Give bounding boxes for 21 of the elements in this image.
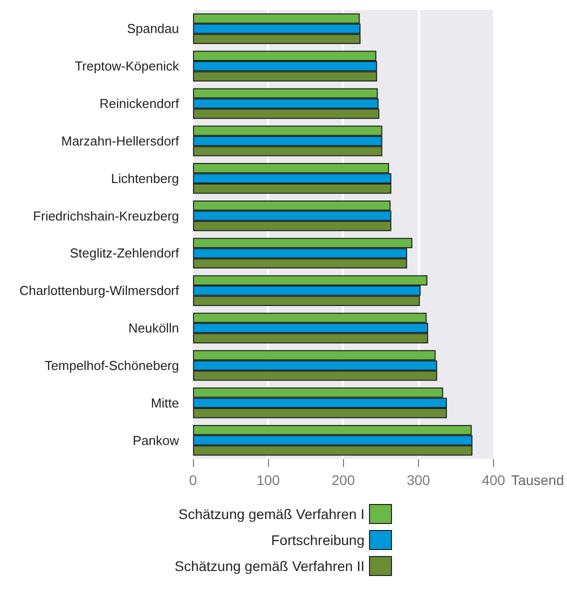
y-tick-label: Marzahn-Hellersdorf bbox=[61, 133, 180, 148]
y-tick-label: Treptow-Köpenick bbox=[74, 58, 180, 74]
x-tick-label: 100 bbox=[256, 472, 280, 488]
y-tick-label: Friedrichshain-Kreuzberg bbox=[33, 208, 179, 224]
y-tick-label: Spandau bbox=[126, 21, 179, 36]
x-axis-title: Tausend bbox=[511, 472, 564, 488]
y-tick-label: Mitte bbox=[150, 395, 179, 410]
y-tick-label: Tempelhof-Schöneberg bbox=[44, 358, 179, 373]
x-tick-label: 300 bbox=[406, 472, 430, 488]
y-tick-label: Steglitz-Zehlendorf bbox=[70, 246, 180, 261]
y-tick-label: Charlottenburg-Wilmersdorf bbox=[19, 283, 180, 298]
y-tick-label: Pankow bbox=[132, 432, 180, 448]
x-tick-label: 0 bbox=[189, 472, 198, 488]
y-tick-label: Reinickendorf bbox=[100, 96, 180, 112]
x-tick-label: 200 bbox=[332, 472, 356, 488]
x-tick-label: 400 bbox=[482, 472, 506, 488]
legend-label: Fortschreibung bbox=[271, 532, 364, 548]
legend-label: Schätzung gemäß Verfahren II bbox=[174, 558, 364, 574]
y-tick-label: Neukölln bbox=[128, 320, 179, 336]
legend-label: Schätzung gemäß Verfahren I bbox=[178, 506, 364, 522]
y-tick-label: Lichtenberg bbox=[111, 170, 179, 186]
